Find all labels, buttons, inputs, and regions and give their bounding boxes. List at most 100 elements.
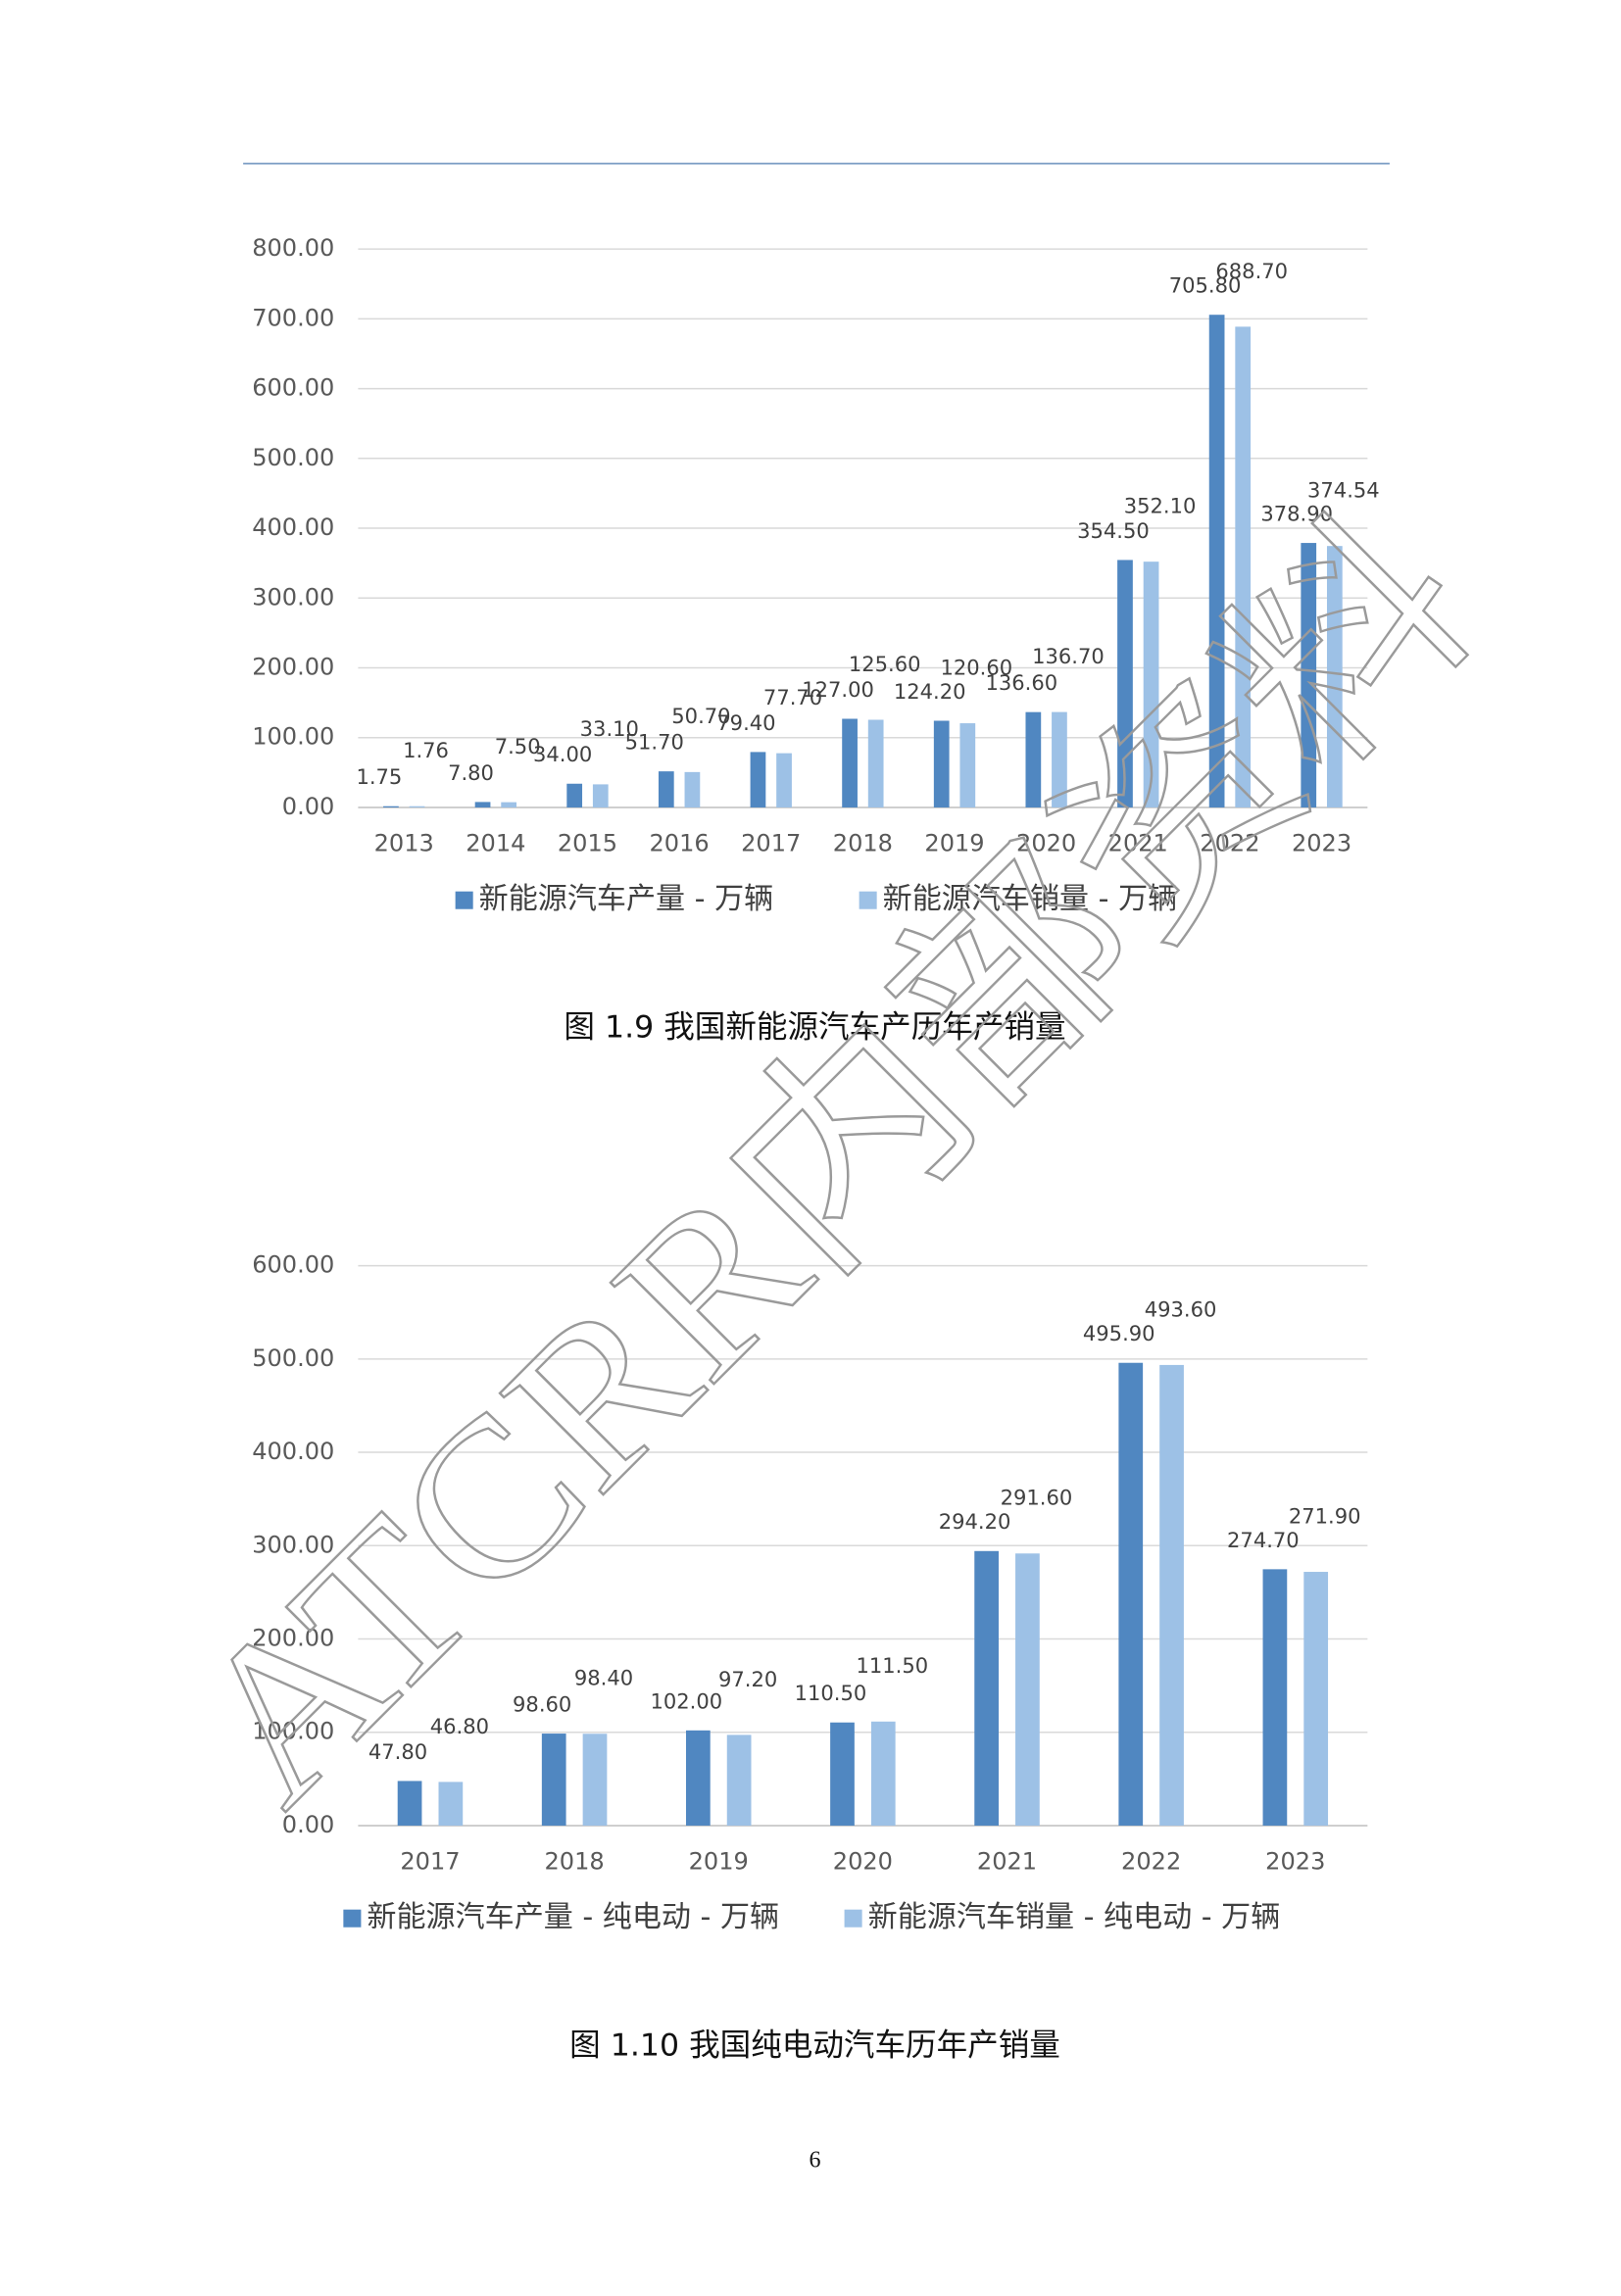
bar bbox=[438, 1782, 464, 1826]
x-tick-label: 2014 bbox=[466, 830, 525, 857]
bar bbox=[1235, 326, 1252, 807]
bar bbox=[830, 1722, 855, 1826]
bar bbox=[409, 806, 425, 807]
data-label: 7.80 bbox=[448, 760, 494, 785]
bar bbox=[974, 1550, 999, 1826]
x-tick-label: 2017 bbox=[400, 1848, 460, 1876]
data-label: 125.60 bbox=[849, 652, 921, 676]
legend-label: 新能源汽车销量 - 万辆 bbox=[883, 882, 1178, 916]
x-tick-label: 2018 bbox=[833, 830, 893, 857]
data-label: 688.70 bbox=[1215, 259, 1288, 283]
data-label: 50.70 bbox=[671, 704, 730, 728]
x-tick-label: 2022 bbox=[1121, 1848, 1181, 1876]
bar bbox=[566, 783, 583, 807]
data-label: 495.90 bbox=[1083, 1321, 1155, 1345]
legend-swatch bbox=[455, 891, 473, 909]
data-label: 98.60 bbox=[513, 1691, 571, 1716]
data-label: 33.10 bbox=[580, 716, 639, 741]
bar bbox=[726, 1734, 752, 1826]
data-label: 274.70 bbox=[1227, 1528, 1300, 1552]
y-tick-label: 0.00 bbox=[282, 793, 335, 820]
bar bbox=[1159, 1364, 1184, 1826]
bar bbox=[541, 1734, 566, 1826]
data-label: 127.00 bbox=[802, 677, 874, 702]
bar bbox=[1025, 711, 1042, 807]
figure-caption: 图 1.10 我国纯电动汽车历年产销量 bbox=[569, 2028, 1060, 2064]
x-tick-label: 2016 bbox=[650, 830, 710, 857]
bar bbox=[383, 806, 399, 807]
bar bbox=[1052, 711, 1067, 807]
bar bbox=[685, 1730, 711, 1826]
data-label: 111.50 bbox=[856, 1653, 928, 1678]
data-label: 110.50 bbox=[795, 1681, 867, 1705]
data-label: 97.20 bbox=[718, 1667, 777, 1691]
bar bbox=[1117, 560, 1133, 807]
y-tick-label: 400.00 bbox=[252, 513, 334, 541]
legend-label: 新能源汽车产量 - 纯电动 - 万辆 bbox=[367, 1900, 779, 1934]
data-label: 136.60 bbox=[985, 670, 1057, 695]
y-tick-label: 400.00 bbox=[252, 1438, 334, 1465]
data-label: 374.54 bbox=[1307, 478, 1380, 503]
data-label: 271.90 bbox=[1289, 1503, 1361, 1528]
bar bbox=[750, 752, 766, 807]
data-label: 378.90 bbox=[1260, 502, 1333, 526]
x-tick-label: 2018 bbox=[545, 1848, 605, 1876]
data-label: 47.80 bbox=[368, 1739, 427, 1764]
x-tick-label: 2022 bbox=[1200, 830, 1259, 857]
bar bbox=[1326, 546, 1343, 807]
data-label: 79.40 bbox=[716, 710, 775, 735]
legend-swatch bbox=[343, 1909, 362, 1928]
y-tick-label: 700.00 bbox=[252, 304, 334, 331]
data-label: 77.70 bbox=[763, 685, 822, 709]
data-label: 34.00 bbox=[533, 742, 592, 766]
bar bbox=[1301, 543, 1317, 807]
y-tick-label: 300.00 bbox=[252, 1531, 334, 1558]
data-label: 51.70 bbox=[625, 730, 684, 755]
x-tick-label: 2021 bbox=[977, 1848, 1037, 1876]
bar bbox=[959, 723, 976, 807]
x-tick-label: 2020 bbox=[1016, 830, 1076, 857]
bar bbox=[1208, 315, 1225, 807]
data-label: 46.80 bbox=[430, 1714, 489, 1738]
legend-label: 新能源汽车销量 - 纯电动 - 万辆 bbox=[868, 1900, 1281, 1934]
data-label: 352.10 bbox=[1124, 494, 1197, 518]
y-tick-label: 300.00 bbox=[252, 583, 334, 611]
bar bbox=[397, 1781, 422, 1826]
data-label: 124.20 bbox=[894, 679, 966, 704]
x-tick-label: 2013 bbox=[374, 830, 434, 857]
bar bbox=[776, 753, 792, 807]
data-label: 7.50 bbox=[495, 734, 541, 758]
legend-label: 新能源汽车产量 - 万辆 bbox=[479, 882, 774, 916]
bar bbox=[1118, 1362, 1144, 1826]
x-tick-label: 2023 bbox=[1265, 1848, 1325, 1876]
y-tick-label: 500.00 bbox=[252, 444, 334, 471]
data-label: 291.60 bbox=[1001, 1486, 1073, 1510]
bar bbox=[842, 718, 858, 807]
data-label: 705.80 bbox=[1169, 273, 1242, 298]
bar bbox=[1143, 562, 1159, 807]
data-label: 136.70 bbox=[1032, 644, 1105, 668]
x-tick-label: 2020 bbox=[833, 1848, 893, 1876]
y-tick-label: 500.00 bbox=[252, 1344, 334, 1372]
bar bbox=[684, 771, 701, 807]
y-tick-label: 600.00 bbox=[252, 1251, 334, 1279]
page-number: 6 bbox=[809, 2147, 820, 2173]
figure-caption: 图 1.9 我国新能源汽车产历年产销量 bbox=[564, 1010, 1065, 1046]
bar bbox=[501, 802, 517, 807]
bar bbox=[1262, 1569, 1288, 1826]
y-tick-label: 0.00 bbox=[282, 1811, 335, 1838]
data-label: 294.20 bbox=[939, 1509, 1011, 1534]
legend-swatch bbox=[859, 891, 877, 909]
data-label: 120.60 bbox=[941, 655, 1013, 679]
bar bbox=[1015, 1553, 1040, 1826]
x-tick-label: 2019 bbox=[689, 1848, 749, 1876]
bar bbox=[867, 719, 884, 807]
data-label: 98.40 bbox=[574, 1666, 633, 1690]
x-tick-label: 2017 bbox=[741, 830, 801, 857]
bar bbox=[933, 720, 950, 807]
data-label: 493.60 bbox=[1145, 1296, 1217, 1321]
bar bbox=[592, 784, 609, 807]
legend-swatch bbox=[844, 1909, 862, 1928]
bar bbox=[870, 1721, 896, 1826]
